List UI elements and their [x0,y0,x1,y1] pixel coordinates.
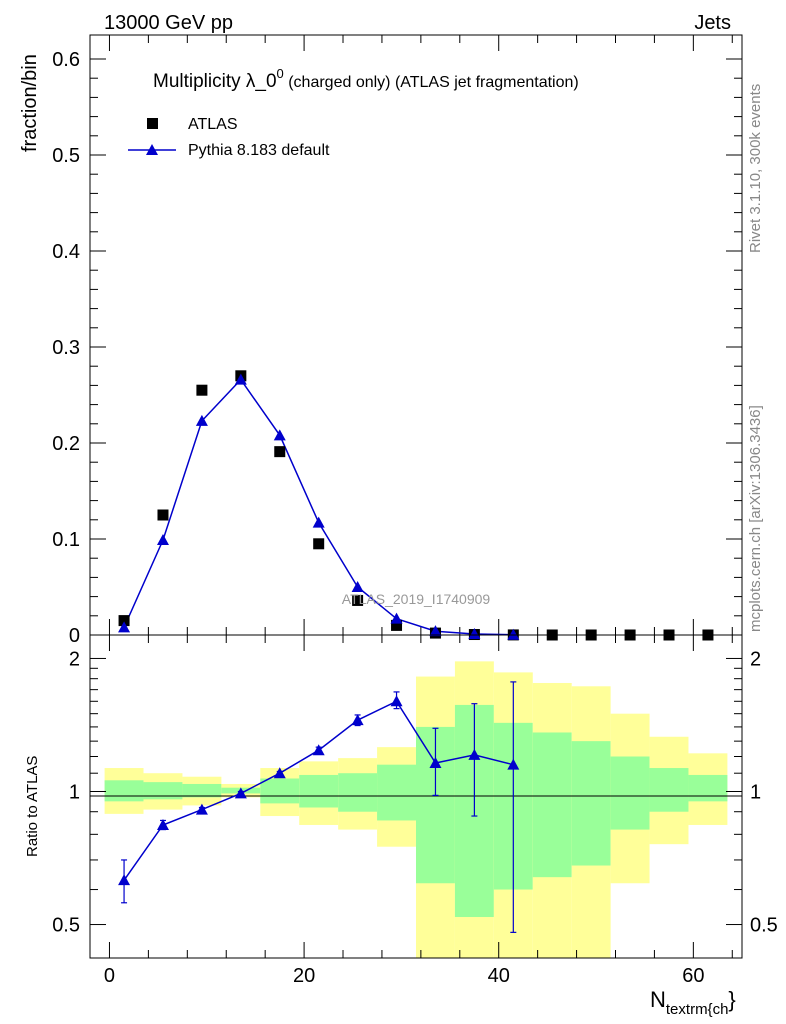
band-inner [532,732,572,878]
ratio-panel: 0.5 0.5 1 1 2 2 0 20 40 60 Ratio to ATLAS Ntextr… [24,634,778,1018]
ratio-y-tick-label: 0.5 [52,915,80,937]
pythia-point [390,612,403,624]
ratio-point [118,874,131,886]
ratio-point [468,748,481,760]
pythia-point [118,621,131,633]
ratio-bands [104,661,728,958]
atlas-point [352,594,364,606]
ratio-point [351,714,364,726]
legend-pythia-marker [146,144,158,155]
band-inner [377,764,416,821]
ratio-y-tick-label: 1 [69,781,80,803]
pythia-point [429,625,442,637]
ratio-y-tick-label: 1 [750,781,761,803]
atlas-point [313,538,325,550]
title-main: Multiplicity λ_0 [153,71,277,92]
band-inner [338,773,378,812]
legend-pythia-label: Pythia 8.183 default [188,142,330,159]
ratio-y-axis: 0.5 0.5 1 1 2 2 [52,648,778,936]
atlas-point [391,619,403,631]
title-sup: 0 [277,66,284,81]
pythia-point [507,628,520,640]
ratio-point [156,818,169,830]
band-inner [260,778,300,804]
watermark: ATLAS_2019_I1740909 [342,591,491,607]
ratio-x-axis: 0 20 40 60 [104,635,733,987]
ratio-point [312,744,325,756]
main-panel: 0 0.1 0.2 0.3 0.4 0.5 0.6 fraction/bin Multipl… [19,34,743,647]
xlabel-tail: } [728,987,735,1012]
y-tick-label: 0.3 [52,337,80,359]
main-ylabel: fraction/bin [19,54,41,152]
legend-atlas-label: ATLAS [188,116,238,133]
ratio-x-tick-label: 20 [293,965,315,987]
y-tick-label: 0.2 [52,433,80,455]
atlas-point [196,384,208,396]
energy-label: 13000 GeV pp [104,12,233,34]
legend: ATLAS Pythia 8.183 default [128,116,330,159]
main-y-axis: 0 0.1 0.2 0.3 0.4 0.5 0.6 [52,49,742,647]
y-tick-label: 0.4 [52,241,80,263]
ratio-frame [89,634,743,959]
y-tick-label: 0 [69,625,80,647]
band-inner [649,768,689,812]
band-inner [104,780,144,802]
band-inner [610,756,650,830]
pythia-point [234,373,247,385]
y-tick-label: 0.6 [52,49,80,71]
ratio-y-tick-label: 2 [750,648,761,670]
title-rest: (charged only) (ATLAS jet fragmentation) [284,74,579,91]
ratio-point [234,787,247,799]
pythia-point [273,429,286,441]
ratio-point [390,695,403,707]
legend-atlas-marker [147,118,158,129]
y-tick-label: 0.5 [52,145,80,167]
ratio-x-tick-label: 40 [488,965,510,987]
ratio-data [118,681,520,933]
band-inner [571,741,611,866]
ratio-point [195,803,208,815]
band-inner [143,782,183,800]
ratio-ylabel: Ratio to ATLAS [24,756,41,857]
rivet-label: Rivet 3.1.10, 300k events [747,84,764,253]
mcplots-label: mcplots.cern.ch [arXiv:1306.3436] [747,405,764,632]
ratio-point [273,767,286,779]
pythia-point [195,414,208,426]
atlas-point [118,615,130,627]
ratio-point [429,757,442,769]
pythia-point [468,628,481,640]
pythia-point [351,581,364,592]
xlabel-main: N [650,987,666,1012]
y-tick-label: 0.1 [52,529,80,551]
ratio-y-tick-label: 0.5 [750,915,778,937]
band-inner [182,783,222,798]
band-inner [299,774,339,808]
band-inner [688,774,728,802]
atlas-point [157,509,169,521]
ratio-x-tick-label: 60 [682,965,704,987]
pythia-point [156,533,169,545]
pythia-point [312,516,325,528]
ratio-y-tick-label: 2 [69,648,80,670]
atlas-point [274,446,286,458]
main-x-axis [108,35,733,635]
category-label: Jets [694,12,731,34]
ratio-point [507,758,520,770]
ratio-xlabel: Ntextrm{ch} [650,987,736,1018]
main-title: Multiplicity λ_00 (charged only) (ATLAS … [153,66,579,92]
xlabel-sub: textrm{ch [666,1001,729,1018]
ratio-x-tick-label: 0 [104,965,115,987]
